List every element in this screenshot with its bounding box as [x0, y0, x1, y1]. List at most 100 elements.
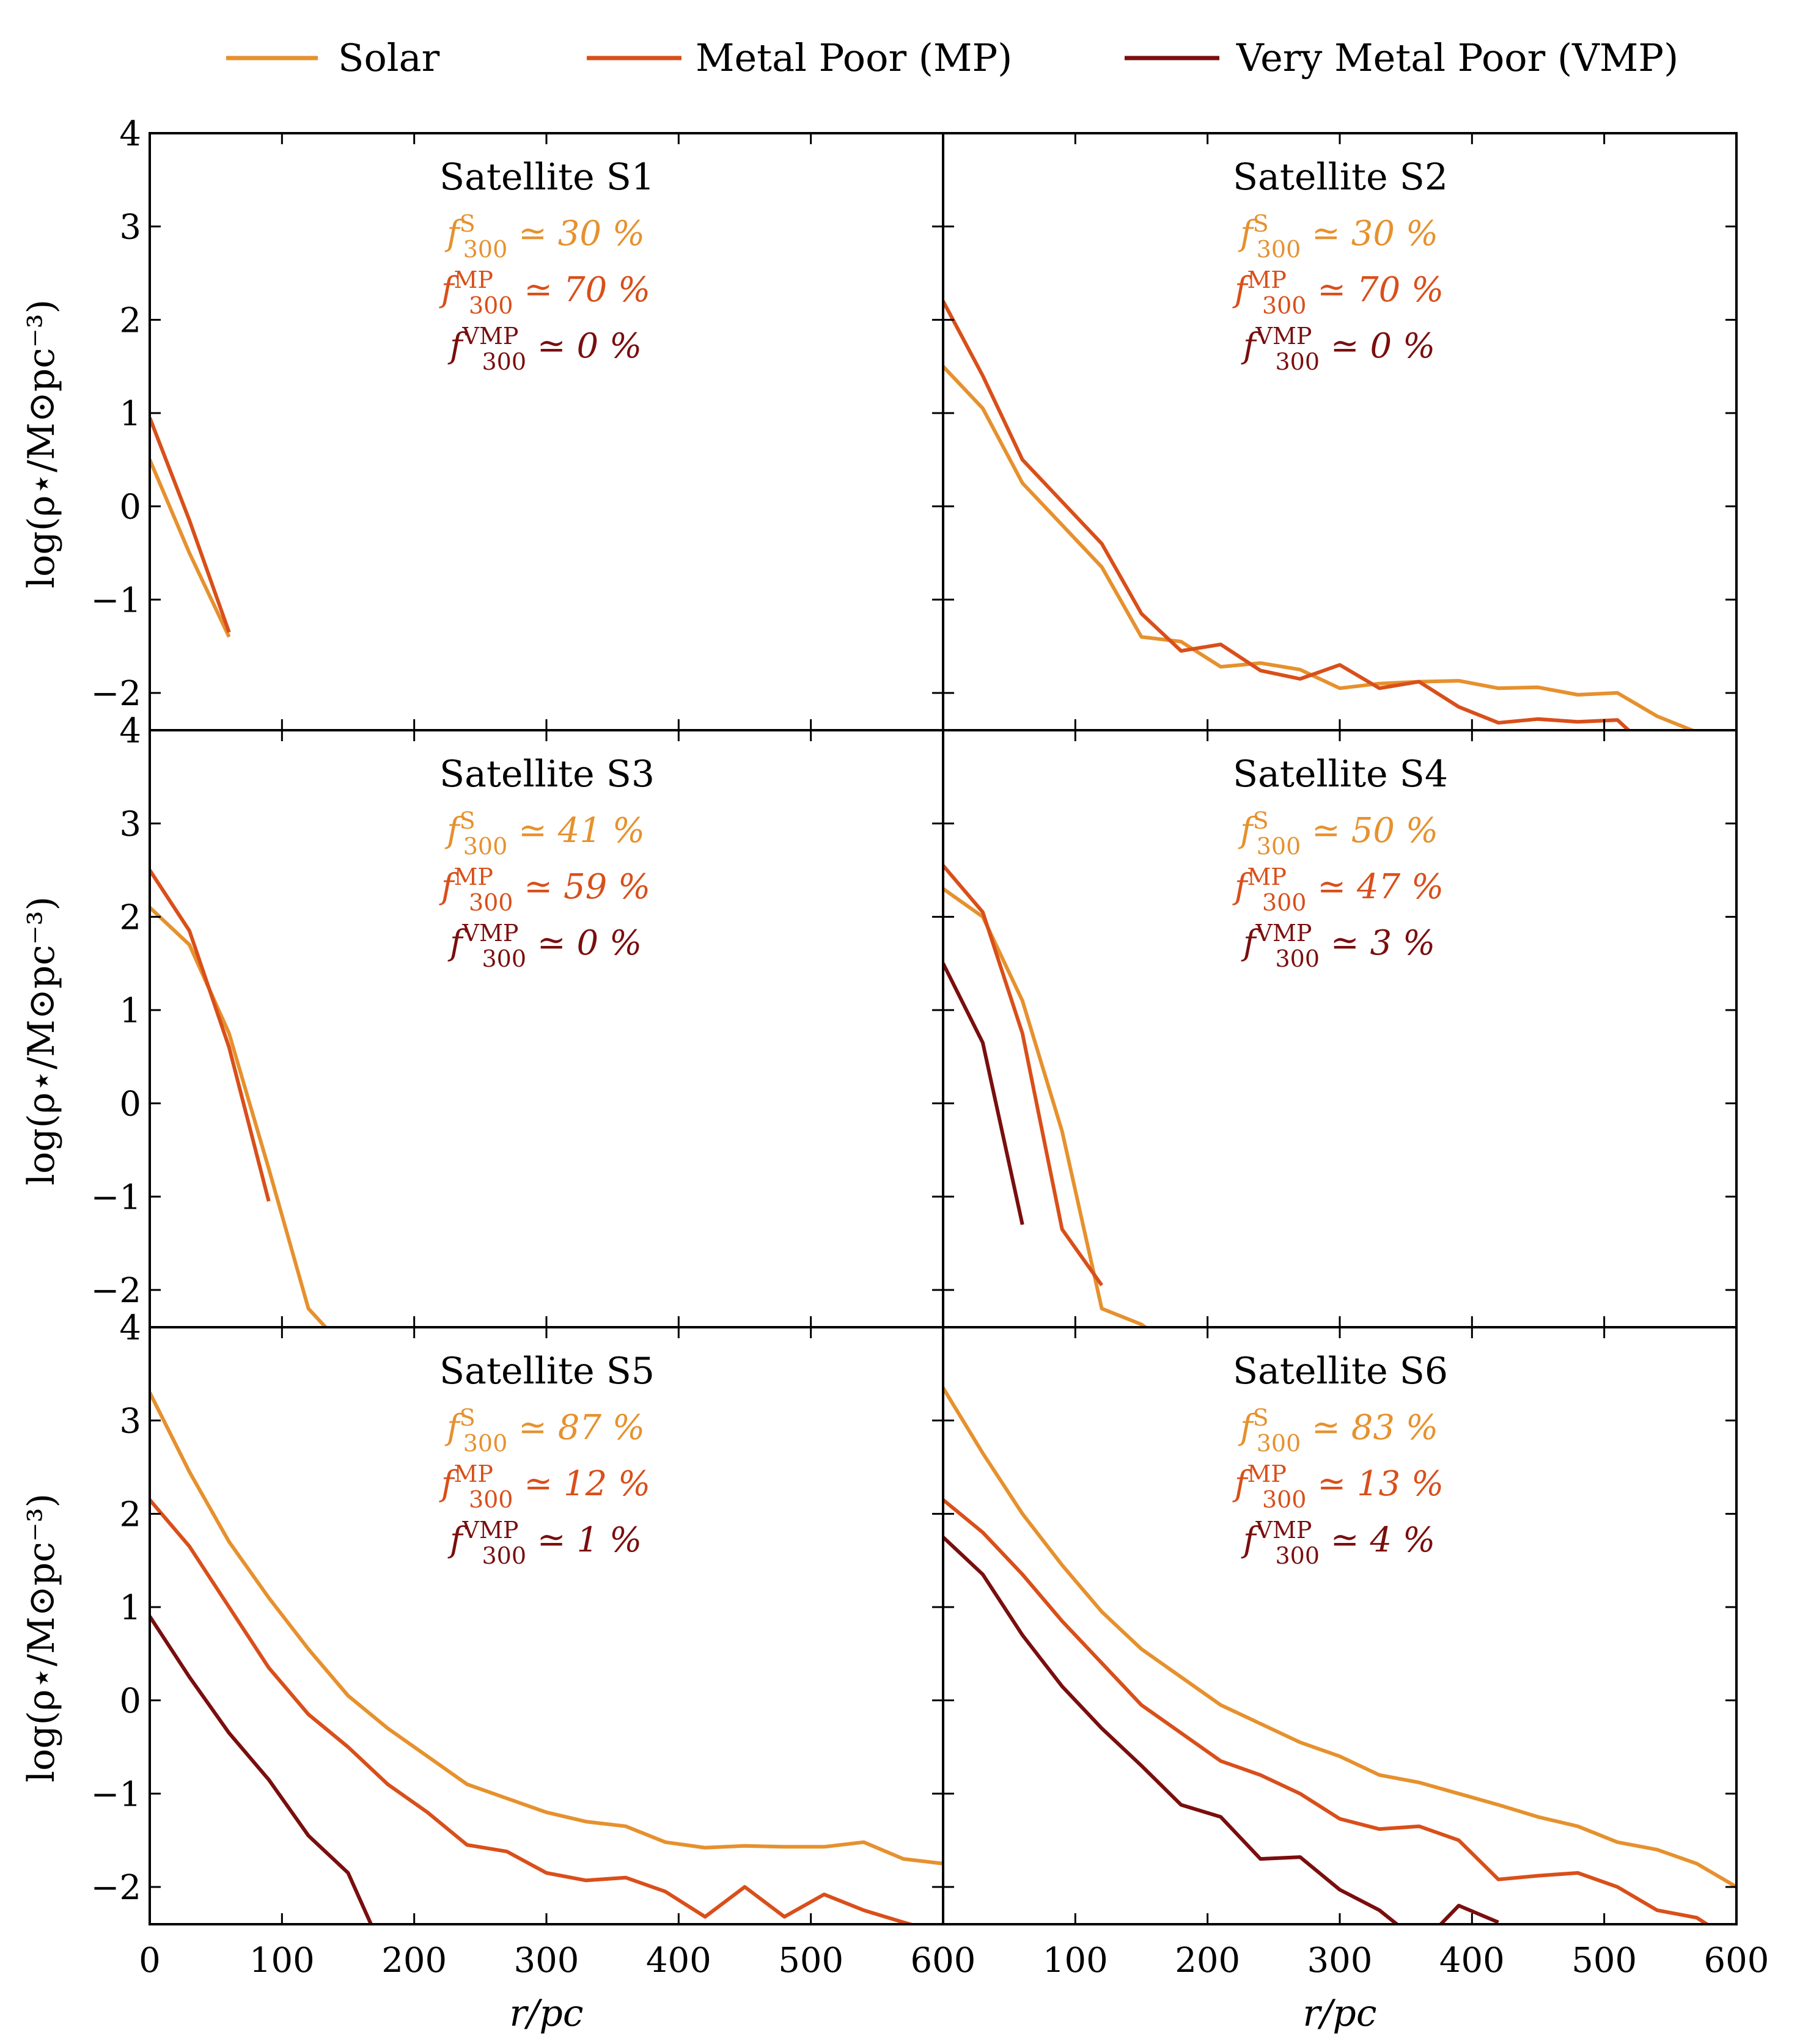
- x-axis-title: r/pc: [510, 1992, 584, 2035]
- fraction-subscript: 300: [1257, 236, 1301, 263]
- series-line-very: [1438, 1903, 1499, 1924]
- panel-4: Satellite S4 fS 300 ≃ 50 %fMP 300 ≃ 47 %fVM…: [942, 729, 1738, 1328]
- panel-title: Satellite S6: [1233, 1350, 1448, 1393]
- fraction-superscript: S: [1253, 807, 1269, 834]
- fraction-annotation: fVMP 300 ≃ 0 %: [447, 323, 642, 375]
- series-line-very: [943, 1536, 1400, 1924]
- y-tick-label: −2: [90, 674, 141, 714]
- fraction-subscript: 300: [482, 945, 526, 972]
- y-tick-label: 3: [119, 1402, 141, 1441]
- x-tick-label: 200: [1175, 1941, 1240, 1980]
- y-tick-label: 0: [119, 1682, 141, 1721]
- series-line-solar: [943, 1386, 1736, 1889]
- y-tick-label: 1: [119, 394, 141, 434]
- panel-title: Satellite S4: [1233, 753, 1448, 796]
- fraction-annotation: fS 300 ≃ 30 %: [1238, 210, 1438, 263]
- fraction-subscript: 300: [463, 1430, 508, 1457]
- series-line-metal: [150, 1498, 917, 1924]
- y-axis-title: log(ρ⋆/M⊙pc⁻³): [20, 896, 63, 1185]
- panel-2: Satellite S2 fS 300 ≃ 30 %fMP 300 ≃ 70 %fVM…: [942, 132, 1738, 731]
- panel-5: 4 3 2 1 0 −1 −2 log(ρ⋆/M⊙pc⁻³) 0 100 200 300 400 500 6…: [20, 1308, 975, 2035]
- fraction-value: ≃ 87 %: [507, 1408, 645, 1448]
- fraction-annotation: fS 300 ≃ 83 %: [1238, 1404, 1438, 1457]
- fraction-subscript: 300: [1262, 889, 1307, 916]
- fraction-value: ≃ 13 %: [1306, 1464, 1444, 1504]
- y-tick-label: 1: [119, 991, 141, 1031]
- fraction-value: ≃ 30 %: [1301, 214, 1438, 254]
- series-line-solar: [150, 459, 231, 638]
- y-tick-label: 4: [119, 1308, 141, 1348]
- panel-series: [150, 417, 231, 638]
- series-line-solar: [943, 365, 1697, 730]
- fraction-value: ≃ 70 %: [1306, 270, 1444, 310]
- fraction-subscript: 300: [469, 1486, 513, 1513]
- x-tick-label: 0: [932, 1941, 954, 1980]
- panel-title: Satellite S3: [439, 753, 655, 796]
- panel-series: [943, 1386, 1736, 1924]
- panel-title: Satellite S2: [1233, 156, 1448, 199]
- panel-series: [150, 869, 327, 1327]
- fraction-superscript: S: [460, 210, 476, 237]
- series-line-metal: [150, 869, 271, 1202]
- series-line-metal: [943, 864, 1104, 1287]
- fraction-annotation: fVMP 300 ≃ 4 %: [1241, 1517, 1435, 1569]
- fraction-value: ≃ 70 %: [513, 270, 650, 310]
- y-tick-label: −1: [90, 581, 141, 620]
- series-line-metal: [943, 1498, 1711, 1924]
- fraction-annotation: fMP 300 ≃ 13 %: [1232, 1460, 1444, 1513]
- y-tick-label: 2: [119, 898, 141, 937]
- panel-series: [943, 864, 1149, 1327]
- fraction-annotation: fS 300 ≃ 50 %: [1238, 807, 1438, 860]
- series-line-metal: [943, 300, 1631, 730]
- series-line-solar: [150, 906, 327, 1327]
- x-axis-title: r/pc: [1303, 1992, 1377, 2035]
- y-tick-label: −2: [90, 1868, 141, 1908]
- fraction-value: ≃ 3 %: [1320, 923, 1435, 963]
- x-tick-label: 100: [249, 1941, 315, 1980]
- panel-series: [943, 300, 1697, 730]
- y-tick-label: 1: [119, 1588, 141, 1628]
- fraction-subscript: 300: [463, 833, 508, 860]
- fraction-superscript: VMP: [1255, 920, 1312, 947]
- fraction-subscript: 300: [1257, 1430, 1301, 1457]
- series-line-very: [943, 962, 1024, 1225]
- y-tick-label: 2: [119, 1495, 141, 1534]
- y-tick-label: 3: [119, 208, 141, 247]
- fraction-superscript: MP: [1247, 1460, 1286, 1487]
- y-tick-label: 0: [119, 1085, 141, 1124]
- y-tick-label: −1: [90, 1775, 141, 1814]
- fraction-annotation: fVMP 300 ≃ 3 %: [1241, 920, 1435, 972]
- y-axis-title: log(ρ⋆/M⊙pc⁻³): [20, 299, 63, 588]
- fraction-value: ≃ 83 %: [1301, 1408, 1438, 1448]
- fraction-value: ≃ 47 %: [1306, 867, 1444, 907]
- legend-label-1: Metal Poor (MP): [696, 35, 1012, 80]
- y-tick-label: 0: [119, 488, 141, 527]
- x-tick-label: 400: [1439, 1941, 1505, 1980]
- fraction-annotation: fS 300 ≃ 41 %: [444, 807, 645, 860]
- fraction-subscript: 300: [482, 348, 526, 375]
- x-tick-label: 400: [646, 1941, 711, 1980]
- fraction-value: ≃ 12 %: [513, 1464, 650, 1504]
- series-line-metal: [150, 417, 231, 633]
- fraction-superscript: MP: [454, 266, 493, 293]
- fraction-superscript: VMP: [462, 1517, 519, 1544]
- fraction-superscript: MP: [1247, 266, 1286, 293]
- x-tick-label: 500: [778, 1941, 843, 1980]
- x-tick-label: 300: [1307, 1941, 1373, 1980]
- panel-1: 4 3 2 1 0 −1 −2 log(ρ⋆/M⊙pc⁻³) Satellite S1 fS 300…: [20, 114, 944, 731]
- y-tick-label: 2: [119, 301, 141, 340]
- fraction-subscript: 300: [1275, 1542, 1320, 1569]
- fraction-superscript: MP: [454, 863, 493, 890]
- fraction-annotation: fMP 300 ≃ 70 %: [1232, 266, 1444, 319]
- fraction-subscript: 300: [469, 292, 513, 319]
- x-tick-label: 100: [1043, 1941, 1108, 1980]
- fraction-annotation: fVMP 300 ≃ 1 %: [447, 1517, 642, 1569]
- fraction-value: ≃ 1 %: [526, 1520, 642, 1560]
- fraction-superscript: VMP: [1255, 1517, 1312, 1544]
- y-tick-label: 4: [119, 711, 141, 751]
- fraction-subscript: 300: [1262, 1486, 1307, 1513]
- x-tick-label: 0: [139, 1941, 161, 1980]
- y-tick-label: −1: [90, 1178, 141, 1217]
- fraction-annotation: fVMP 300 ≃ 0 %: [1241, 323, 1435, 375]
